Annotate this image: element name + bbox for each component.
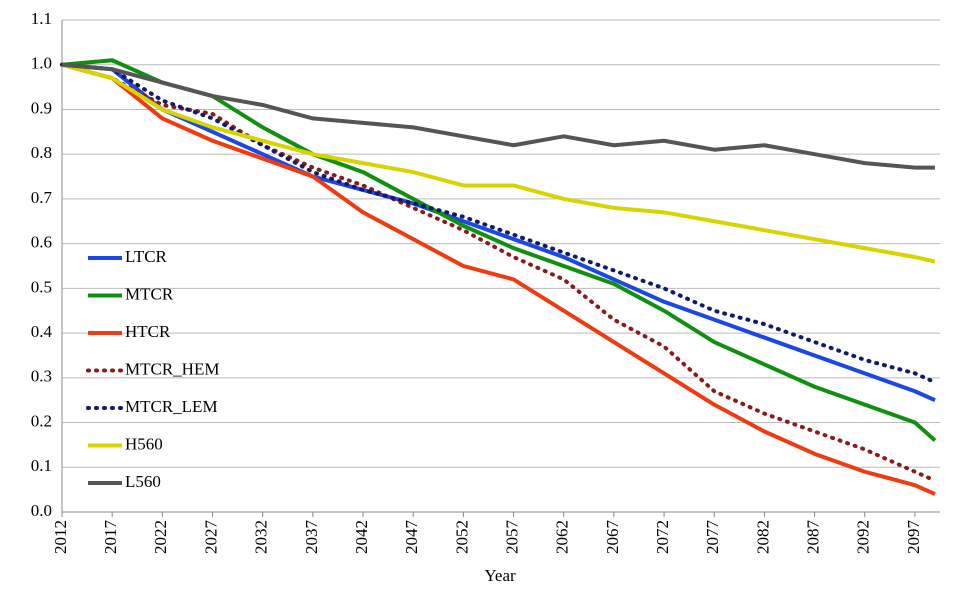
x-tick-label: 2037 [302,520,321,555]
x-tick-label: 2027 [201,520,220,555]
x-tick-label: 2092 [854,520,873,554]
x-tick-label: 2042 [352,520,371,554]
x-axis-label: Year [484,566,516,585]
legend-label: MTCR_HEM [125,359,219,378]
x-tick-label: 2087 [803,520,822,555]
series-line [61,58,937,442]
legend-label: HTCR [125,322,171,341]
legend-label: L560 [125,472,161,491]
x-tick-label: 2012 [51,520,70,554]
y-tick-label: 0.9 [31,98,52,117]
y-tick-label: 0.4 [31,322,53,341]
y-tick-label: 0.1 [31,456,52,475]
series-line [61,62,935,170]
legend-label: H560 [125,434,163,453]
y-tick-label: 0.3 [31,367,52,386]
x-tick-label: 2052 [452,520,471,554]
legend-label: MTCR_LEM [125,397,218,416]
series-line [60,62,937,483]
x-tick-label: 2057 [502,520,521,555]
x-tick-label: 2062 [553,520,572,554]
y-tick-label: 0.6 [31,233,52,252]
x-tick-label: 2032 [252,520,271,554]
series-line [60,62,937,385]
legend-label: LTCR [125,247,168,266]
y-tick-label: 1.1 [31,9,52,28]
x-tick-label: 2097 [904,520,923,555]
y-tick-label: 0.5 [31,277,52,296]
y-tick-label: 0.8 [31,143,52,162]
x-tick-label: 2047 [402,520,421,555]
x-tick-label: 2082 [753,520,772,554]
x-tick-label: 2067 [603,520,622,555]
x-tick-label: 2077 [703,520,722,555]
series-line [61,62,936,264]
legend-label: MTCR [125,284,174,303]
x-tick-label: 2017 [101,520,120,555]
series-line [61,62,936,403]
x-tick-label: 2022 [151,520,170,554]
x-tick-label: 2072 [653,520,672,554]
y-tick-label: 0.7 [31,188,53,207]
y-tick-label: 0.0 [31,501,52,520]
y-tick-label: 1.0 [31,54,52,73]
series-line [61,62,936,496]
y-tick-label: 0.2 [31,411,52,430]
